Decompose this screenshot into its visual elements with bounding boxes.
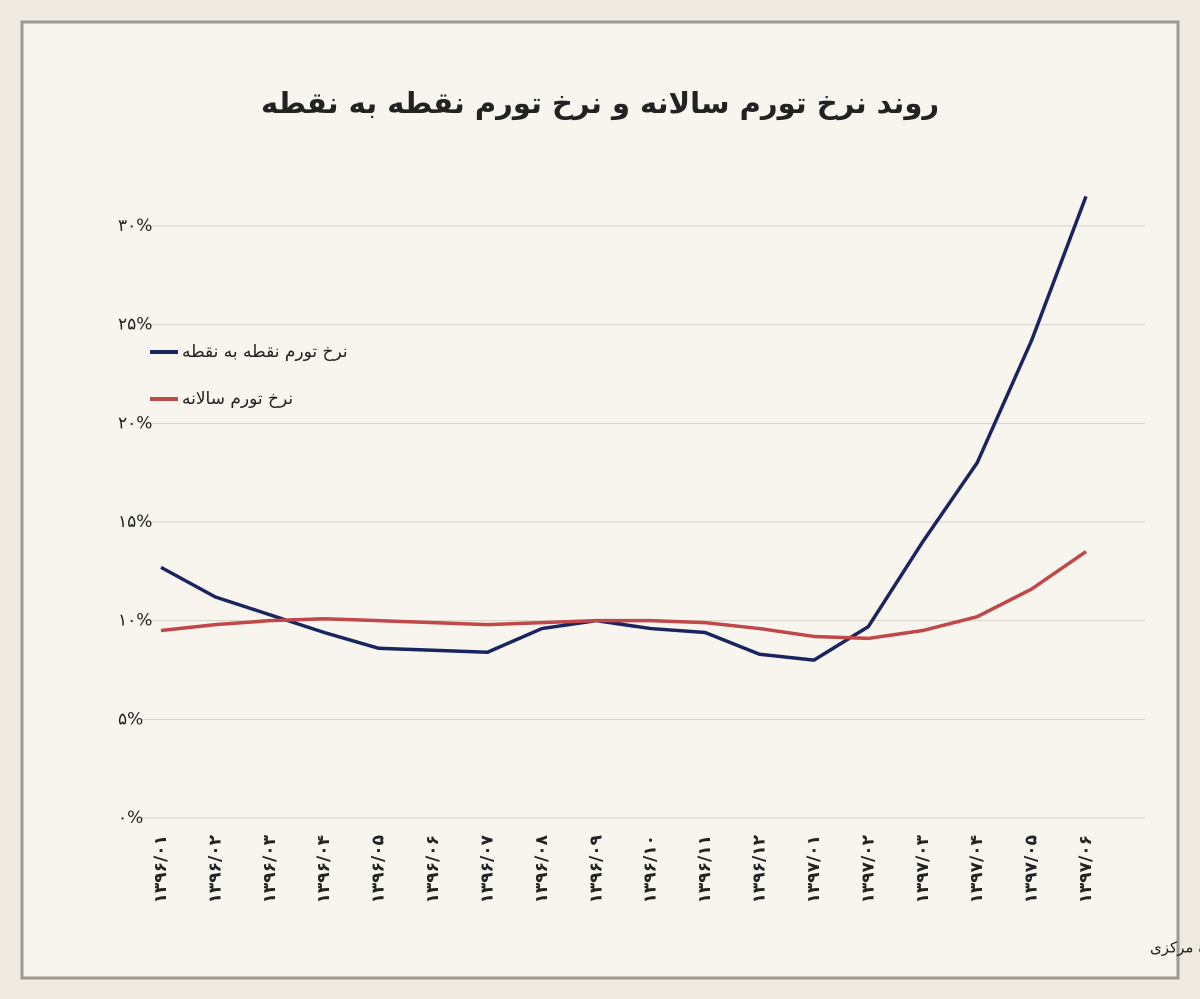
x-tick-label: ۱۳۹۶/۰۵ [369, 835, 389, 903]
x-tick-label: ۱۳۹۶/۰۳ [260, 834, 280, 903]
x-tick-label: ۱۳۹۶/۱۱ [695, 835, 715, 903]
x-tick-label: ۱۳۹۶/۰۹ [586, 834, 606, 903]
x-tick-label: ۱۳۹۷/۰۱ [804, 835, 824, 903]
x-tick-label: ۱۳۹۶/۱۰ [641, 835, 661, 903]
x-tick-label: ۱۳۹۶/۰۲ [205, 834, 225, 903]
x-tick-label: ۱۳۹۷/۰۴ [967, 835, 987, 903]
chart-title: روند نرخ تورم سالانه و نرخ تورم نقطه به … [261, 86, 939, 120]
source-note: تحلیل و استنتاج: احسان سلطانی بر اساس دا… [1150, 939, 1200, 958]
x-tick-label: ۱۳۹۷/۰۳ [913, 834, 933, 903]
x-tick-label: ۱۳۹۶/۰۸ [532, 834, 552, 903]
x-tick-label: ۱۳۹۷/۰۶ [1076, 835, 1096, 903]
x-tick-label: ۱۳۹۷/۰۵ [1022, 835, 1042, 903]
x-tick-label: ۱۳۹۶/۰۶ [423, 835, 443, 903]
data-line [160, 195, 1088, 662]
x-tick-label: ۱۳۹۶/۰۴ [314, 835, 334, 903]
x-tick-label: ۱۳۹۶/۰۱ [151, 835, 171, 903]
y-tick-label: ۱۰% [118, 611, 152, 631]
x-tick-label: ۱۳۹۶/۰۷ [477, 834, 497, 903]
frame [20, 20, 1180, 980]
x-tick-label: ۱۳۹۷/۰۲ [858, 834, 878, 903]
y-tick-label: ۲۰% [118, 413, 152, 433]
x-tick-label: ۱۳۹۶/۱۲ [750, 834, 770, 903]
y-tick-label: ۰% [118, 808, 143, 828]
y-tick-label: ۱۵% [118, 512, 152, 532]
y-tick-label: ۵% [118, 709, 143, 729]
y-tick-label: ۲۵% [118, 315, 152, 335]
legend-label: نرخ تورم سالانه [182, 389, 293, 409]
data-line [160, 550, 1087, 641]
y-tick-label: ۳۰% [118, 216, 152, 236]
legend-label: نرخ تورم نقطه به نقطه [182, 342, 348, 362]
